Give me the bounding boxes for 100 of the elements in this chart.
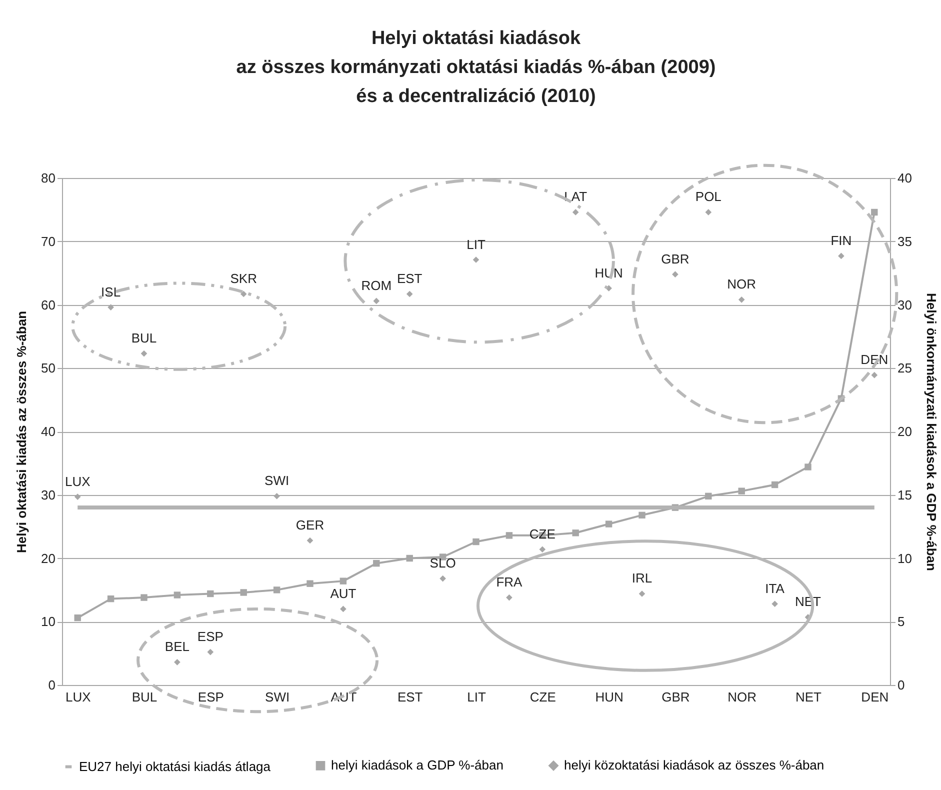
point [705,209,712,216]
legend-label: helyi kiadások a GDP %-ában [331,758,504,773]
point [340,606,346,612]
x-tick-label: DEN [861,690,889,704]
data-label: FRA [496,574,523,590]
y-tick-label: 60 [41,297,56,312]
point [705,492,712,500]
point [638,590,646,597]
point [672,271,678,278]
point [440,575,446,582]
point [738,296,745,303]
y2-axis-title: Helyi önkormányzati kiadások a GDP %-ában [924,293,939,572]
y2-tick-label: 20 [898,424,912,439]
point [572,530,579,536]
data-label: NOR [727,276,756,292]
y2-tick-label: 10 [898,550,912,566]
x-tick-label: BUL [132,690,158,704]
x-tick-label: GBR [662,690,690,704]
x-tick-label: NET [795,690,822,704]
y2-tick-label: 30 [898,297,912,312]
point [838,252,844,260]
data-label: IRL [632,570,652,586]
point [506,594,512,601]
data-label: EST [396,270,422,286]
data-label: ESP [197,629,224,644]
x-tick-label: LIT [467,690,486,704]
data-label: GER [296,518,324,533]
data-label: ISL [101,284,121,300]
data-label: LIT [466,236,486,252]
data-label: SLO [430,556,456,571]
y2-tick-label: 15 [898,487,912,502]
x-tick-label: LUX [65,690,92,704]
data-label: AUT [330,586,356,601]
y-tick-label: 40 [41,424,56,439]
point [472,538,480,546]
y-tick-label: 20 [41,550,56,566]
x-tick-label: CZE [530,690,556,704]
data-label: CZE [529,526,556,542]
point [373,298,380,304]
point [738,488,745,494]
point [306,580,314,587]
point [273,586,280,594]
data-label: BEL [164,639,190,654]
y2-tick-label: 5 [898,614,905,630]
point [207,590,214,598]
data-label: DEN [860,352,888,368]
data-label: ITA [765,580,785,596]
y-tick-label: 0 [48,678,56,692]
data-label: ROM [361,278,392,293]
y-axis-title: Helyi oktatási kiadás az összes %-ában [14,310,30,554]
point [240,290,247,298]
data-label: BUL [131,330,157,346]
data-label: SWI [264,473,290,488]
y-tick-label: 80 [41,170,56,186]
point [140,594,148,601]
point [406,554,413,562]
point [174,592,181,598]
y-tick-label: 50 [41,360,56,376]
data-label: FIN [830,232,852,248]
point [240,589,247,596]
x-tick-label: ESP [198,690,224,704]
point [108,304,114,310]
point [638,512,646,519]
point [373,560,380,567]
data-label: LUX [64,474,91,489]
point [772,600,778,608]
y2-tick-label: 35 [898,234,912,249]
data-label: POL [695,189,722,204]
point [506,532,513,539]
y-tick-label: 30 [41,487,56,502]
x-tick-label: SWI [265,690,290,704]
x-tick-label: EST [397,690,423,704]
point [207,648,214,656]
y-tick-label: 70 [41,234,56,249]
legend-label: helyi közoktatási kiadások az összes %-ában [564,758,824,773]
point [572,209,579,216]
point [140,350,148,357]
point [771,481,778,488]
y-tick-label: 10 [41,614,56,630]
point [74,614,81,622]
y2-tick-label: 40 [898,170,912,186]
x-tick-label: HUN [595,690,624,704]
point [804,464,812,470]
point [406,290,413,298]
legend-label: EU27 helyi oktatási kiadás átlaga [79,758,272,774]
y2-tick-label: 25 [898,360,912,376]
point [107,595,114,602]
chart-title: Helyi oktatási kiadások az összes kormányzati oktatási kiadás %-ában (2009) és a decentralizáció (2010) [236,28,716,107]
point [871,208,878,216]
point [174,659,180,666]
point [306,537,314,544]
point [539,546,546,553]
point [340,578,347,584]
x-tick-label: NOR [728,690,757,704]
data-label: SKR [230,270,257,286]
point [605,520,612,528]
point [472,256,480,263]
point [274,492,280,500]
y2-tick-label: 0 [898,678,905,692]
point [74,494,81,500]
